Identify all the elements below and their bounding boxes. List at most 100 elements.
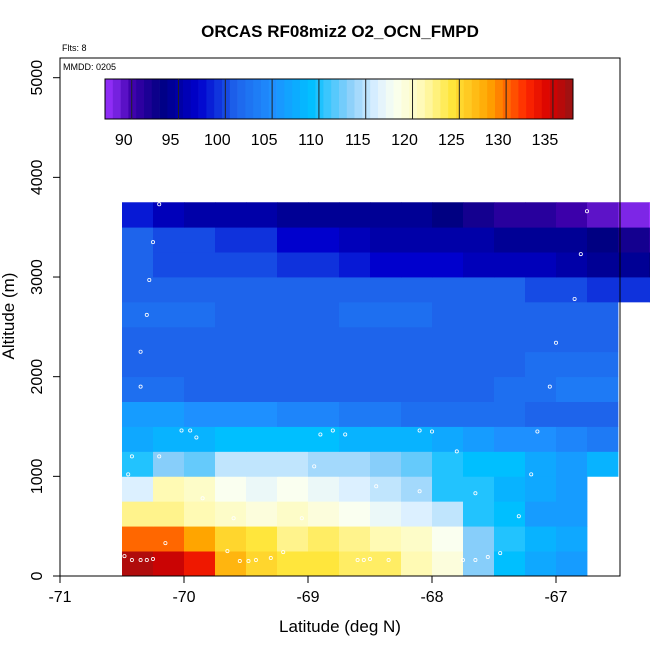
colorbar-swatch bbox=[268, 79, 277, 119]
heatmap-cell bbox=[494, 227, 526, 253]
heatmap-cell bbox=[184, 326, 216, 353]
data-point bbox=[122, 554, 127, 559]
heatmap-cell bbox=[587, 451, 619, 477]
heatmap-cell bbox=[122, 451, 154, 477]
heatmap-cell bbox=[401, 252, 433, 278]
heatmap-cell bbox=[122, 351, 154, 378]
colorbar-swatch bbox=[331, 79, 340, 119]
heatmap-cell bbox=[184, 202, 216, 228]
heatmap-cell bbox=[432, 526, 464, 552]
colorbar-swatch bbox=[370, 79, 379, 119]
heatmap-cell bbox=[401, 426, 433, 452]
heatmap-cell bbox=[277, 426, 309, 452]
data-point bbox=[163, 541, 168, 546]
heatmap-cell bbox=[587, 351, 619, 378]
heatmap-cell bbox=[463, 401, 495, 427]
colorbar-tick-label: 110 bbox=[298, 132, 324, 149]
heatmap-cell bbox=[246, 202, 278, 228]
y-tick-label: 2000 bbox=[29, 359, 46, 395]
heatmap-cell bbox=[153, 501, 185, 527]
colorbar-swatch bbox=[175, 79, 184, 119]
data-point bbox=[361, 558, 366, 563]
heatmap-cell bbox=[184, 376, 216, 402]
data-point bbox=[246, 559, 251, 564]
colorbar-swatch bbox=[151, 79, 160, 119]
colorbar-swatch bbox=[471, 79, 480, 119]
heatmap-cell bbox=[525, 351, 557, 378]
colorbar-swatch bbox=[409, 79, 418, 119]
data-point bbox=[535, 429, 540, 434]
heatmap-cell bbox=[215, 252, 247, 278]
data-point bbox=[473, 491, 478, 496]
x-tick-label: -69 bbox=[296, 589, 319, 606]
data-point bbox=[498, 551, 503, 556]
heatmap-cell bbox=[556, 451, 588, 477]
data-point bbox=[572, 296, 577, 301]
heatmap-cell bbox=[308, 526, 340, 552]
heatmap-cell bbox=[587, 227, 619, 253]
heatmap-cell bbox=[494, 326, 526, 353]
colorbar-tick-label: 115 bbox=[345, 132, 371, 149]
heatmap-cell bbox=[401, 451, 433, 477]
heatmap-cell bbox=[432, 252, 464, 278]
heatmap-cell bbox=[556, 351, 588, 378]
heatmap-cell bbox=[525, 202, 557, 228]
colorbar-tick-label: 100 bbox=[204, 132, 231, 149]
heatmap-cell bbox=[432, 376, 464, 402]
colorbar-swatch bbox=[136, 79, 145, 119]
heatmap-cell bbox=[339, 451, 371, 477]
heatmap-cell bbox=[432, 277, 464, 303]
colorbar-swatch bbox=[510, 79, 519, 119]
heatmap-cell bbox=[215, 426, 247, 452]
data-point bbox=[144, 558, 149, 563]
heatmap-cell bbox=[525, 426, 557, 452]
colorbar-swatch bbox=[495, 79, 504, 119]
colorbar-swatch bbox=[261, 79, 270, 119]
heatmap-cell bbox=[370, 376, 402, 402]
data-point bbox=[554, 340, 559, 345]
heatmap-cell bbox=[587, 426, 619, 452]
heatmap-cell bbox=[401, 326, 433, 353]
colorbar-swatch bbox=[354, 79, 363, 119]
heatmap-cell bbox=[525, 551, 557, 577]
colorbar-swatch bbox=[276, 79, 285, 119]
data-point bbox=[529, 472, 534, 477]
heatmap-cell bbox=[401, 501, 433, 527]
data-point bbox=[355, 558, 360, 563]
colorbar-tick-label: 135 bbox=[532, 132, 559, 149]
heatmap-cell bbox=[556, 326, 588, 353]
heatmap-cell bbox=[246, 252, 278, 278]
heatmap-cell bbox=[339, 476, 371, 502]
heatmap-cell bbox=[308, 376, 340, 402]
heatmap-cell bbox=[215, 401, 247, 427]
heatmap-cell bbox=[184, 301, 216, 328]
heatmap-cell bbox=[556, 526, 588, 552]
heatmap-cell bbox=[618, 227, 650, 253]
colorbar-swatch bbox=[183, 79, 192, 119]
colorbar: 90 95 100 105 110 115 120 125 130 135 bbox=[104, 78, 574, 149]
data-point bbox=[157, 202, 162, 207]
heatmap-cell bbox=[308, 451, 340, 477]
x-tick-label: -71 bbox=[48, 589, 71, 606]
colorbar-tick-label: 125 bbox=[438, 132, 465, 149]
heatmap-cell bbox=[246, 426, 278, 452]
colorbar-swatch bbox=[307, 79, 316, 119]
heatmap-cell bbox=[153, 376, 185, 402]
heatmap-cell bbox=[432, 202, 464, 228]
y-axis: 0 1000 2000 3000 4000 5000 bbox=[29, 60, 60, 580]
heatmap-cell bbox=[122, 227, 154, 253]
heatmap-cell bbox=[525, 301, 557, 328]
colorbar-swatch bbox=[448, 79, 457, 119]
x-axis: -71 -70 -69 -68 -67 bbox=[48, 576, 568, 606]
colorbar-swatch bbox=[339, 79, 348, 119]
x-tick-label: -70 bbox=[172, 589, 195, 606]
x-axis-label: Latitude (deg N) bbox=[279, 617, 401, 636]
heatmap-cell bbox=[215, 476, 247, 502]
heatmap-cell bbox=[339, 426, 371, 452]
heatmap-cell bbox=[556, 227, 588, 253]
heatmap-cell bbox=[432, 351, 464, 378]
heatmap-cell bbox=[556, 476, 588, 502]
heatmap-cell bbox=[525, 252, 557, 278]
data-point bbox=[138, 349, 143, 354]
heatmap-cell bbox=[525, 401, 557, 427]
